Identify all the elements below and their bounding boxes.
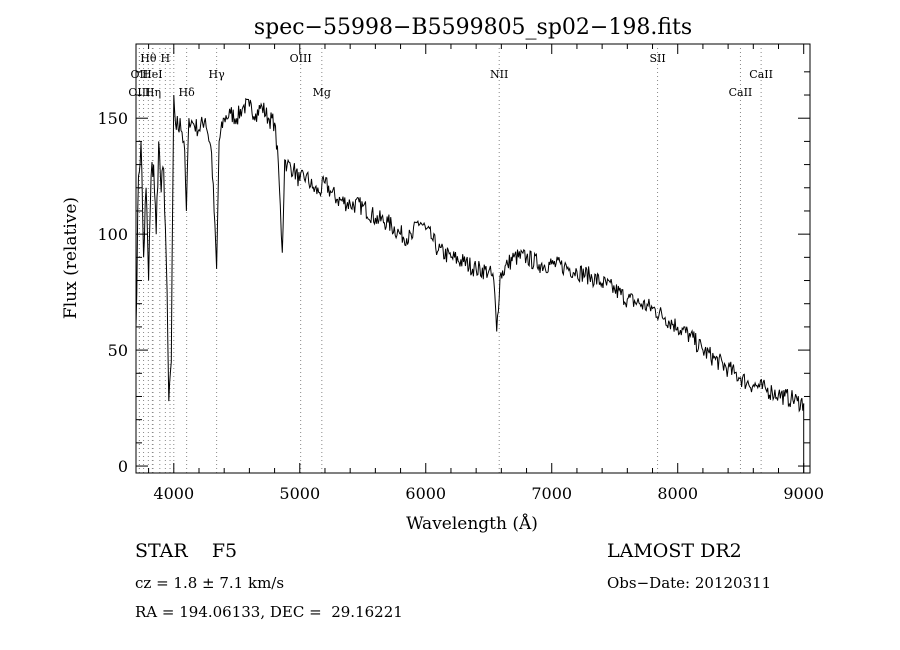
y-tick-label: 0	[118, 457, 128, 476]
line-label: CaII	[729, 86, 753, 99]
line-label: Mg	[313, 86, 331, 99]
y-axis-label: Flux (relative)	[61, 197, 81, 319]
y-tick-label: 50	[108, 341, 128, 360]
object-class: STAR F5	[135, 540, 238, 562]
axes	[135, 43, 811, 474]
x-tick-label: 4000	[153, 484, 194, 503]
redshift-cz: cz = 1.8 ± 7.1 km/s	[135, 574, 285, 592]
line-label: Hδ	[179, 86, 196, 99]
line-label: CaII	[749, 68, 773, 81]
coordinates: RA = 194.06133, DEC = 29.16221	[135, 603, 403, 621]
line-label: Hη	[145, 86, 161, 99]
x-tick-label: 7000	[531, 484, 572, 503]
chart-title: spec−55998−B5599805_sp02−198.fits	[254, 15, 692, 40]
plot-frame	[135, 43, 811, 474]
line-label: H	[161, 52, 171, 65]
line-label: OII	[131, 68, 149, 81]
x-tick-label: 6000	[405, 484, 446, 503]
survey-name: LAMOST DR2	[607, 540, 742, 562]
line-label: Hγ	[209, 68, 226, 81]
x-tick-label: 8000	[657, 484, 698, 503]
x-tick-label: 9000	[783, 484, 824, 503]
x-axis-label: Wavelength (Å)	[406, 513, 538, 534]
x-tick-label: 5000	[279, 484, 320, 503]
spectrum-line	[135, 94, 805, 413]
series-group	[135, 94, 805, 473]
observation-date: Obs−Date: 20120311	[607, 574, 772, 592]
ticks: 4000 5000 6000 7000 8000 9000 0 50 100 150	[97, 44, 824, 503]
y-tick-label: 150	[97, 109, 128, 128]
line-label: NII	[490, 68, 508, 81]
line-label: SII	[649, 52, 665, 65]
line-label: HeI	[142, 68, 162, 81]
y-tick-label: 100	[97, 225, 128, 244]
line-label: Hθ	[140, 52, 157, 65]
line-label: OIII	[290, 52, 312, 65]
line-label: OIII	[128, 86, 150, 99]
